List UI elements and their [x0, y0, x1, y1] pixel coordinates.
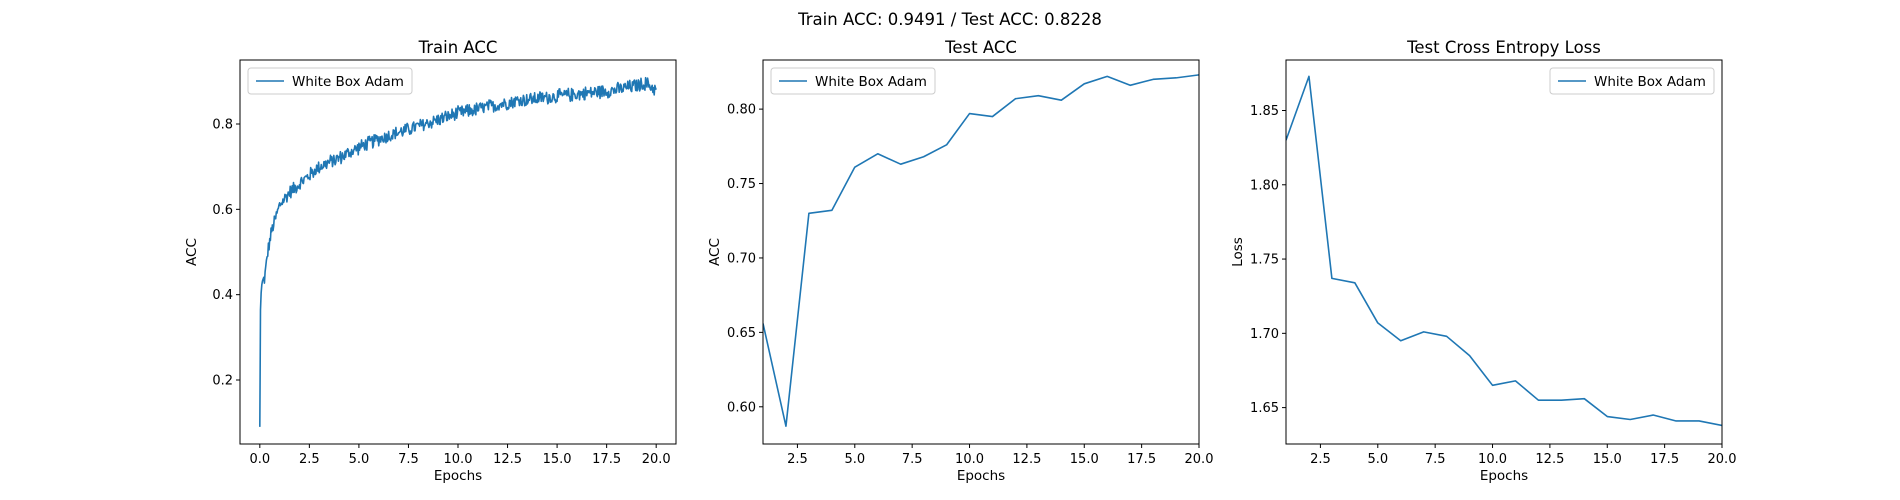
x-tick-label: 5.0 — [1367, 452, 1388, 467]
axes-frame — [1285, 59, 1723, 445]
axes-frame — [762, 59, 1200, 445]
subplot-test-cross-entropy-loss: Test Cross Entropy Loss Epochs Loss 2.5 5… — [1230, 38, 1736, 484]
x-tick-label: 2.5 — [1310, 452, 1331, 467]
subplot-train-acc: Train ACC Epochs ACC 0.0 2.5 5.0 7.5 10.0 12.… — [184, 38, 677, 484]
x-tick-label: 5.0 — [349, 452, 370, 467]
subplot-title: Test ACC — [944, 38, 1017, 57]
y-tick-label: 0.2 — [212, 374, 233, 389]
y-tick-label: 0.75 — [727, 177, 756, 192]
y-tick-label: 1.80 — [1250, 178, 1279, 193]
x-tick-label: 17.5 — [1127, 452, 1156, 467]
y-axis-label: ACC — [707, 238, 723, 266]
x-tick-label: 17.5 — [1650, 452, 1679, 467]
x-tick-label: 20.0 — [642, 452, 671, 467]
y-tick-label: 1.65 — [1250, 401, 1279, 416]
y-tick-label: 1.85 — [1250, 104, 1279, 119]
legend-label: White Box Adam — [292, 74, 404, 90]
x-tick-label: 12.5 — [1535, 452, 1564, 467]
x-tick-label: 5.0 — [844, 452, 865, 467]
x-axis-label: Epochs — [1480, 468, 1528, 484]
x-tick-label: 7.5 — [398, 452, 419, 467]
x-tick-label: 10.0 — [1478, 452, 1507, 467]
legend-label: White Box Adam — [815, 74, 927, 90]
x-tick-label: 17.5 — [592, 452, 621, 467]
y-tick-label: 0.8 — [212, 118, 233, 133]
legend-box — [1549, 67, 1715, 95]
x-tick-label: 10.0 — [444, 452, 473, 467]
x-tick-label: 7.5 — [1425, 452, 1446, 467]
x-tick-label: 15.0 — [1070, 452, 1099, 467]
subplot-title: Train ACC — [418, 38, 498, 57]
x-tick-label: 12.5 — [1012, 452, 1041, 467]
x-tick-label: 10.0 — [955, 452, 984, 467]
x-tick-label: 0.0 — [249, 452, 270, 467]
y-tick-label: 0.60 — [727, 400, 756, 415]
legend-box — [247, 67, 413, 95]
y-tick-label: 1.70 — [1250, 327, 1279, 342]
y-axis-label: ACC — [184, 238, 200, 266]
x-tick-label: 15.0 — [543, 452, 572, 467]
series-line — [259, 76, 657, 427]
subplot-test-acc: Test ACC Epochs ACC 2.5 5.0 7.5 10.0 12.5 15.… — [707, 38, 1213, 484]
x-tick-label: 15.0 — [1593, 452, 1622, 467]
x-tick-label: 20.0 — [1708, 452, 1737, 467]
figure-suptitle: Train ACC: 0.9491 / Test ACC: 0.8228 — [797, 10, 1102, 29]
x-axis-label: Epochs — [957, 468, 1005, 484]
x-tick-label: 2.5 — [787, 452, 808, 467]
series-line — [1286, 75, 1722, 427]
y-tick-label: 0.80 — [727, 103, 756, 118]
y-tick-label: 0.70 — [727, 251, 756, 266]
x-axis-label: Epochs — [434, 468, 482, 484]
x-tick-label: 12.5 — [493, 452, 522, 467]
series-line — [763, 74, 1199, 427]
y-axis-label: Loss — [1230, 237, 1246, 267]
x-tick-label: 2.5 — [299, 452, 320, 467]
subplot-title: Test Cross Entropy Loss — [1406, 38, 1601, 57]
y-tick-label: 0.4 — [212, 288, 233, 303]
y-tick-label: 0.6 — [212, 203, 233, 218]
y-tick-label: 0.65 — [727, 326, 756, 341]
legend-label: White Box Adam — [1594, 74, 1706, 90]
x-tick-label: 7.5 — [902, 452, 923, 467]
legend-box — [770, 67, 936, 95]
x-tick-label: 20.0 — [1185, 452, 1214, 467]
y-tick-label: 1.75 — [1250, 253, 1279, 268]
